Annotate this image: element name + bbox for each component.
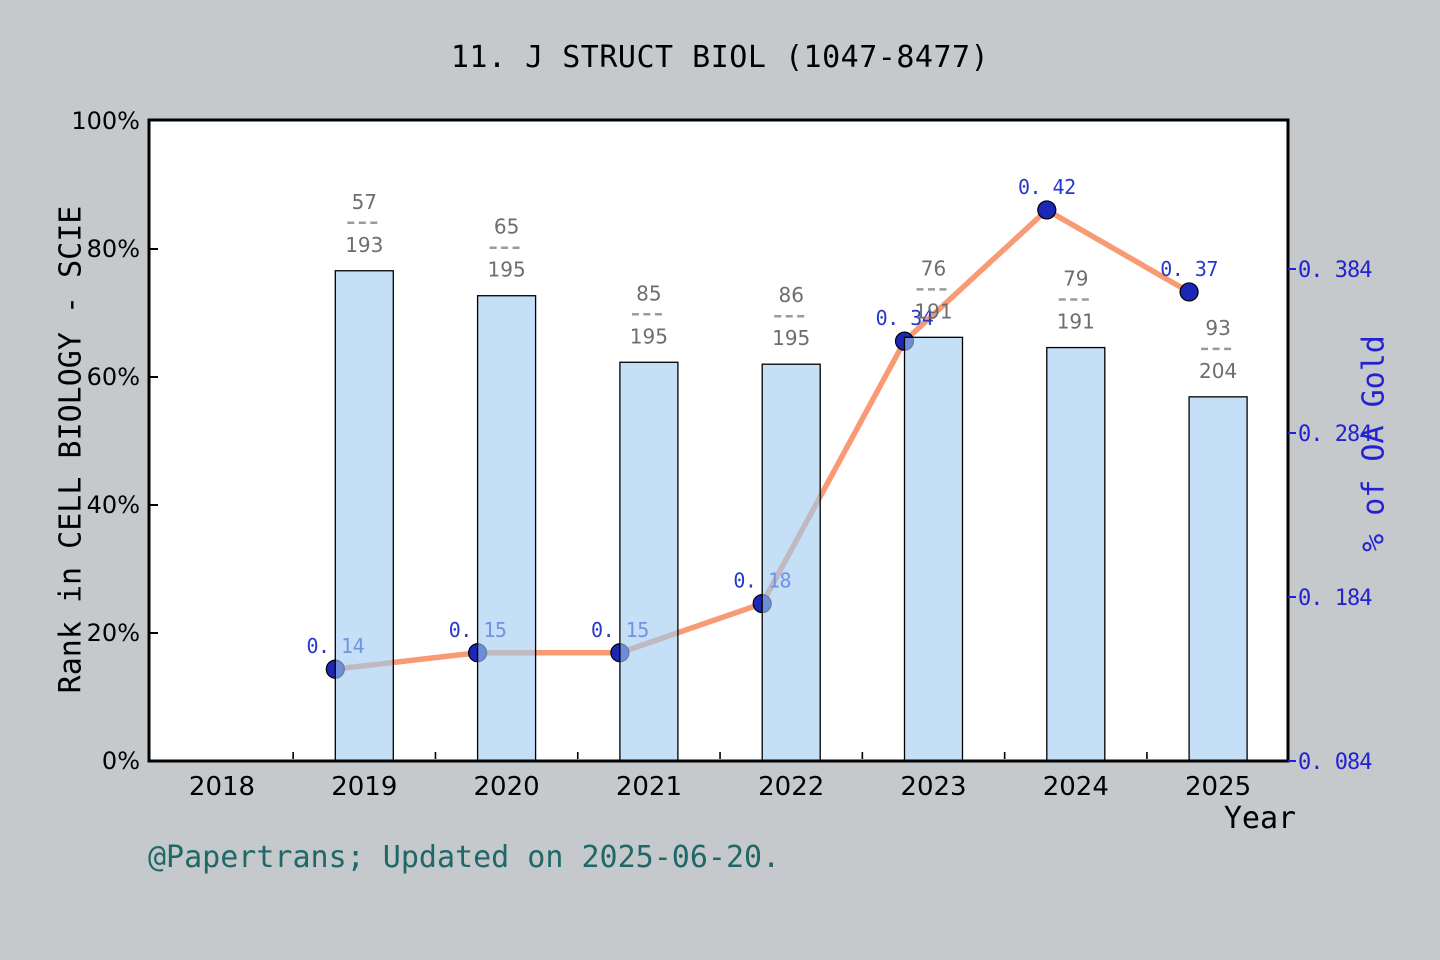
right-tick-label: 0. 284: [1298, 422, 1372, 447]
left-tick-label: 20%: [87, 619, 140, 647]
x-tick-label-2020: 2020: [474, 772, 540, 802]
bar-2020: [476, 295, 537, 762]
attribution-text: @Papertrans; Updated on 2025-06-20.: [148, 840, 781, 875]
rank-numerator-2024: 79: [1063, 267, 1088, 291]
bar-2019: [334, 270, 394, 762]
left-tick-label: 60%: [87, 363, 140, 391]
rank-denominator-2024: 191: [1057, 310, 1095, 334]
rank-numerator-2019: 57: [352, 190, 377, 214]
x-tick-label-2019: 2019: [331, 772, 397, 802]
bar-2025: [1188, 396, 1248, 762]
x-tick-label-2024: 2024: [1043, 772, 1109, 802]
rank-numerator-2022: 86: [778, 283, 803, 307]
left-tick-label: 0%: [102, 747, 140, 775]
line-point-2025: [1179, 282, 1199, 302]
left-tick-label: 100%: [71, 107, 140, 135]
right-tick-label: 0. 184: [1298, 586, 1372, 611]
line-point-2024: [1037, 200, 1057, 220]
rank-numerator-2021: 85: [636, 281, 661, 305]
value-label-2023: 0. 34: [876, 306, 934, 330]
right-tick-label: 0. 084: [1298, 750, 1372, 775]
right-tick-label: 0. 384: [1298, 258, 1372, 283]
left-tick-label: 40%: [87, 491, 140, 519]
x-axis-label: Year: [1223, 801, 1297, 836]
value-label-2025: 0. 37: [1160, 257, 1218, 281]
rank-denominator-2020: 195: [488, 258, 526, 282]
left-tick-label: 80%: [87, 235, 140, 263]
rank-numerator-2025: 93: [1205, 316, 1230, 340]
left-axis-label: Rank in CELL BIOLOGY - SCIE: [53, 205, 89, 694]
rank-numerator-2023: 76: [921, 256, 946, 280]
x-tick-label-2023: 2023: [900, 772, 966, 802]
value-label-2024: 0. 42: [1018, 175, 1076, 199]
rank-denominator-2022: 195: [772, 326, 810, 350]
rank-denominator-2019: 193: [345, 233, 383, 257]
x-tick-label-2022: 2022: [758, 772, 824, 802]
plot-area: [149, 120, 1288, 761]
plot-border: [147, 118, 1290, 763]
x-tick-label-2025: 2025: [1185, 772, 1251, 802]
chart-title: 11. J STRUCT BIOL (1047-8477): [450, 40, 990, 75]
bar-2023: [903, 336, 964, 762]
rank-denominator-2023: 191: [914, 299, 952, 323]
x-tick-label-2018: 2018: [189, 772, 255, 802]
x-tick-label-2021: 2021: [616, 772, 682, 802]
rank-numerator-2020: 65: [494, 215, 519, 239]
bar-2022: [761, 363, 821, 762]
rank-denominator-2025: 204: [1199, 359, 1237, 383]
bar-2021: [619, 361, 679, 762]
right-axis-label: % of OA Gold: [1356, 335, 1392, 552]
rank-denominator-2021: 195: [630, 324, 668, 348]
bar-2024: [1046, 346, 1106, 762]
